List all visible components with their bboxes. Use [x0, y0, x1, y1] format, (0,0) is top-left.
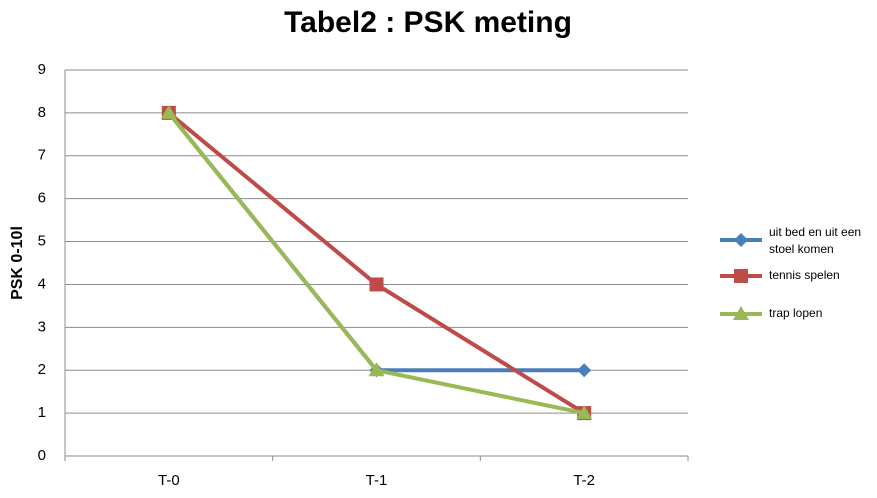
- x-tick-label: T-1: [366, 472, 388, 489]
- legend-label-box: uit bed en uit een stoel komen: [769, 225, 862, 256]
- data-point: [368, 362, 385, 377]
- x-tick-label: T-2: [573, 472, 595, 489]
- y-tick-label: 3: [38, 318, 46, 335]
- data-point: [160, 104, 177, 119]
- y-tick-label: 7: [38, 147, 46, 164]
- legend-marker: [734, 269, 748, 283]
- y-tick-label: 0: [38, 447, 46, 464]
- chart-title: Tabel2 : PSK meting: [284, 6, 572, 39]
- y-tick-label: 2: [38, 361, 46, 378]
- y-tick-label: 4: [38, 275, 46, 292]
- legend-label: uit bed en uit een stoel komen: [769, 225, 862, 256]
- legend-marker: [734, 233, 748, 247]
- legend-marker: [733, 306, 749, 320]
- legend-label: tennis spelen: [769, 268, 840, 282]
- legend-label: trap lopen: [769, 306, 823, 320]
- x-tick-label: T-0: [158, 472, 180, 489]
- legend-label-box: tennis spelen: [769, 268, 840, 282]
- legend-label-box: trap lopen: [769, 306, 823, 320]
- data-point: [369, 277, 384, 292]
- y-tick-label: 5: [38, 233, 46, 250]
- y-tick-label: 1: [38, 404, 46, 421]
- y-axis-label: PSK 0-10l: [9, 226, 26, 300]
- data-point: [576, 405, 593, 420]
- y-tick-label: 8: [38, 104, 46, 121]
- y-tick-label: 6: [38, 190, 46, 207]
- data-point: [577, 363, 592, 378]
- y-tick-label: 9: [38, 61, 46, 78]
